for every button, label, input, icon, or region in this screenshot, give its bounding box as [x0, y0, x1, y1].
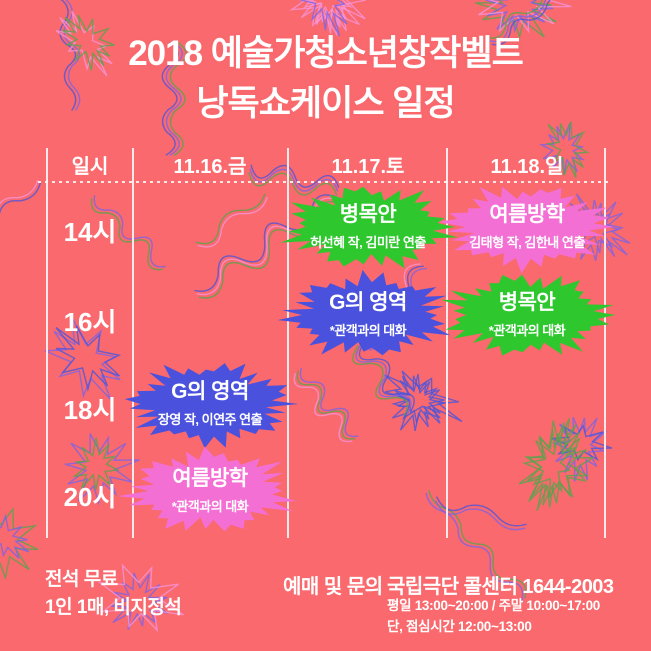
hours-weekday-weekend: 평일 13:00~20:00 / 주말 10:00~17:00 [387, 598, 601, 613]
event-subtitle: 김태형 작, 김한내 연출 [469, 234, 585, 250]
event-badge-g-territory-fri18: G의 영역 장영 작, 이연주 연출 [120, 356, 300, 452]
starburst-shape [278, 269, 451, 356]
ticket-info: 전석 무료 1인 1매, 비지정석 [45, 566, 182, 621]
column-header-friday: 11.16.금 [173, 156, 247, 178]
table-vertical-line [46, 148, 48, 538]
column-header-saturday: 11.17.토 [331, 156, 405, 178]
event-subtitle: 장영 작, 이연주 연출 [157, 411, 263, 427]
starburst-shape [441, 274, 616, 356]
poster-title-line2: 낭독쇼케이스 일정 [196, 84, 455, 123]
starburst-shape [120, 446, 297, 532]
event-title: G의 영역 [329, 291, 407, 315]
event-title: 여름방학 [172, 467, 248, 491]
event-badge-g-territory-sat16: G의 영역 *관객과의 대화 [278, 267, 458, 363]
time-label-16: 16시 [63, 307, 117, 337]
event-title: G의 영역 [171, 380, 249, 404]
event-badge-byeongmokan-sun16: 병목안 *관객과의 대화 [437, 267, 617, 363]
hours-lunch-exception: 단, 점심시간 12:00~13:00 [387, 618, 532, 634]
time-label-14: 14시 [63, 217, 117, 247]
event-subtitle: *관객과의 대화 [329, 322, 407, 338]
event-title: 병목안 [339, 203, 397, 227]
starburst-shape [438, 186, 615, 274]
event-badge-summer-vacation-sun14: 여름방학 김태형 작, 김한내 연출 [437, 179, 617, 275]
column-header-datetime: 일시 [71, 156, 109, 178]
booking-inquiry-label: 예매 및 문의 [283, 576, 383, 598]
call-center-hours: 평일 13:00~20:00 / 주말 10:00~17:00 단, 점심시간 … [387, 596, 600, 638]
table-vertical-line [604, 148, 606, 538]
event-title: 병목안 [498, 291, 556, 315]
table-vertical-line [132, 148, 134, 538]
event-subtitle: *관객과의 대화 [488, 322, 566, 338]
ticket-info-line1: 전석 무료 [45, 569, 118, 590]
event-subtitle: 허선혜 작, 김미란 연출 [310, 234, 426, 250]
poster-title-line1: 2018 예술가청소년창작벨트 [128, 34, 524, 73]
time-label-20: 20시 [63, 482, 117, 512]
starburst-shape [280, 186, 458, 269]
time-label-18: 18시 [63, 395, 117, 425]
column-header-sunday: 11.18.일 [490, 156, 564, 178]
call-center-info: 국립극단 콜센터 1644-2003 [387, 576, 614, 598]
table-vertical-line [446, 148, 448, 538]
table-header-dotted-divider [38, 181, 612, 183]
event-badge-summer-vacation-fri20: 여름방학 *관객과의 대화 [120, 443, 300, 539]
event-subtitle: *관객과의 대화 [171, 498, 249, 514]
ticket-info-line2: 1인 1매, 비지정석 [45, 596, 182, 618]
event-badge-byeongmokan-sat14: 병목안 허선혜 작, 김미란 연출 [278, 179, 458, 275]
event-title: 여름방학 [489, 203, 565, 227]
starburst-shape [124, 363, 299, 449]
table-vertical-line [287, 148, 289, 538]
